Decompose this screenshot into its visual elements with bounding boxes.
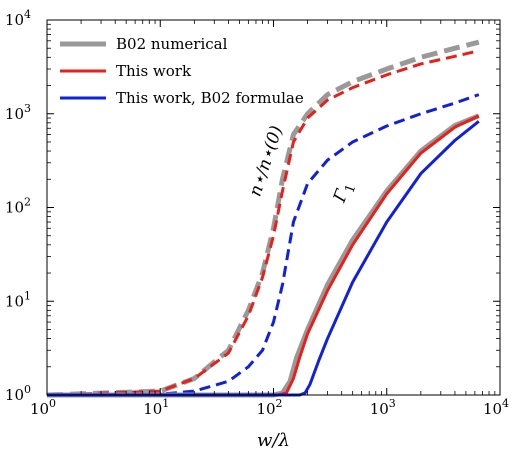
series-layer xyxy=(46,39,480,398)
x-tick-label: 104 xyxy=(483,397,509,418)
y-tick-label: 101 xyxy=(5,289,31,310)
legend-label: This work, B02 formulae xyxy=(116,89,304,107)
x-tick-label: 100 xyxy=(30,397,56,418)
x-tick-label: 103 xyxy=(370,397,396,418)
series-line-gamma1-5 xyxy=(47,120,480,397)
x-tick-label: 101 xyxy=(143,397,169,418)
y-tick-label: 100 xyxy=(5,383,31,404)
series-line-gamma1-4 xyxy=(47,114,480,397)
y-tick-label: 104 xyxy=(5,8,31,29)
legend: B02 numerical This work This work, B02 for… xyxy=(60,35,304,107)
series-line-n_star-2 xyxy=(46,93,480,397)
legend-label: This work xyxy=(116,62,192,80)
y-tick-label: 103 xyxy=(5,102,31,123)
series-line-n_star-1 xyxy=(46,49,480,397)
x-tick-label: 102 xyxy=(256,397,282,418)
x-axis-label: w/λ xyxy=(257,430,290,451)
y-tick-label: 102 xyxy=(5,196,31,217)
annotations: n⋆/n⋆(0) Γ1 xyxy=(245,123,359,207)
curve-annotation-0: n⋆/n⋆(0) xyxy=(245,123,287,199)
plot-frame xyxy=(46,19,501,396)
legend-label: B02 numerical xyxy=(116,35,228,53)
curve-annotation-1: Γ1 xyxy=(330,179,360,207)
